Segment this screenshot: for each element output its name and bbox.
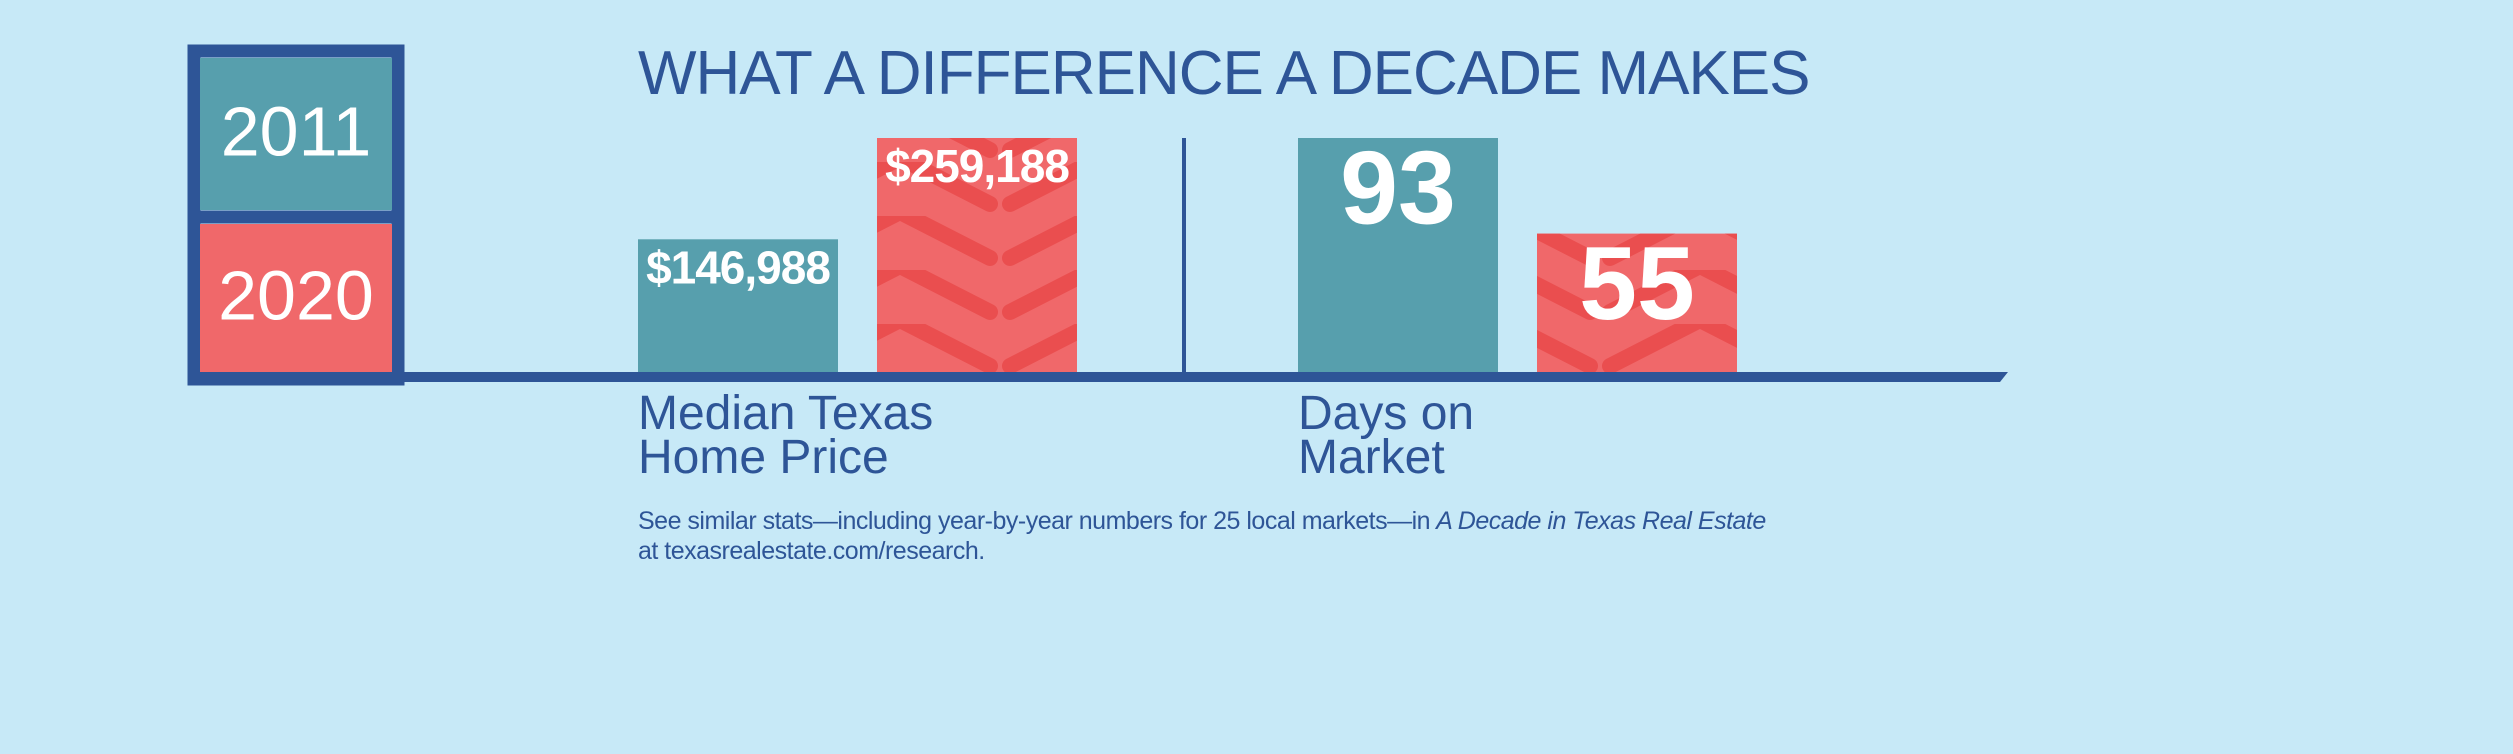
footnote: See similar stats—including year-by-year… (638, 506, 1766, 566)
value-label: $146,988 (646, 241, 830, 293)
legend-label: 2011 (221, 92, 372, 170)
chart-title: WHAT A DIFFERENCE A DECADE MAKES (638, 39, 1811, 108)
legend-swatch (200, 224, 392, 372)
bar-pattern (877, 138, 1077, 372)
bar (1298, 138, 1498, 372)
footnote-text: See similar stats—including year-by-year… (638, 507, 1431, 535)
legend-label: 2020 (218, 256, 374, 334)
category-label: Days on Market (1298, 387, 1475, 484)
value-label: 55 (1579, 226, 1695, 342)
category-label: Median Texas Home Price (638, 387, 934, 484)
value-label: 93 (1340, 130, 1456, 246)
legend-swatch (200, 58, 392, 210)
footnote-link: at texasrealestate.com/research. (638, 537, 985, 565)
bar-pattern (1537, 233, 1737, 372)
bar (638, 239, 838, 372)
baseline (188, 372, 2008, 382)
footnote-source: A Decade in Texas Real Estate (1436, 507, 1766, 535)
value-label: $259,188 (885, 140, 1069, 192)
